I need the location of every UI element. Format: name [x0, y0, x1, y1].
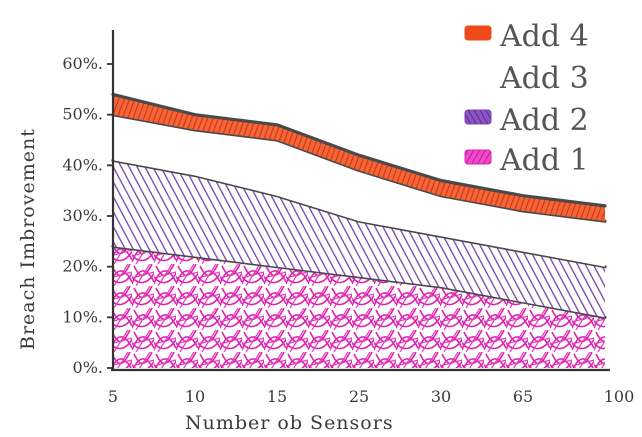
x-tick-label: 25	[349, 387, 369, 406]
plot-areas	[111, 92, 607, 368]
area-add-2	[113, 160, 605, 318]
y-axis-ticks: 0%. 10%. 20%. 30%. 40%. 50%. 60%.	[62, 54, 113, 377]
legend-label-add-2: Add 2	[499, 103, 589, 138]
x-tick-label: 5	[108, 387, 118, 406]
x-tick-label: 100	[604, 387, 635, 406]
y-axis-title: Breach Imbrovement	[17, 128, 39, 350]
x-axis-ticks: 5 10 15 25 30 65 100	[108, 387, 634, 406]
y-tick-label: 20%.	[62, 257, 103, 276]
area-add-3	[113, 114, 605, 267]
x-tick-label: 30	[431, 387, 451, 406]
legend-label-add-4: Add 4	[499, 19, 589, 54]
x-tick-label: 15	[267, 387, 287, 406]
y-tick-label: 30%.	[62, 206, 103, 225]
x-tick-label: 10	[185, 387, 205, 406]
line-add-4	[111, 92, 607, 208]
legend-swatch-add-1	[464, 149, 492, 165]
legend-label-add-1: Add 1	[499, 143, 589, 178]
legend-label-add-3: Add 3	[499, 61, 589, 96]
legend: Add 4 Add 3 Add 2 Add 1	[464, 19, 589, 178]
x-tick-label: 65	[513, 387, 533, 406]
x-axis-title: Number ob Sensors	[185, 412, 394, 434]
axes	[111, 30, 610, 372]
legend-swatch-add-2	[464, 109, 492, 125]
legend-swatch-add-4	[464, 25, 492, 41]
y-tick-label: 10%.	[62, 307, 103, 326]
area-add-1	[113, 246, 605, 368]
y-tick-label: 60%.	[62, 54, 103, 73]
y-tick-label: 40%.	[62, 155, 103, 174]
y-tick-label: 50%.	[62, 105, 103, 124]
y-tick-label: 0%.	[73, 358, 103, 377]
